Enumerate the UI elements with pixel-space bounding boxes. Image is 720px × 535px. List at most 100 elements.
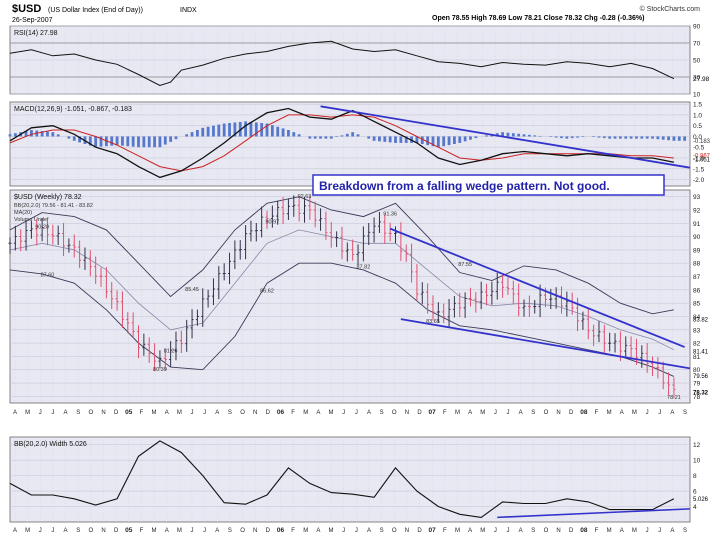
x-axis-tick-label: O	[89, 410, 94, 416]
macd-histogram-bar	[640, 136, 644, 139]
price-value-label: 81.41	[693, 349, 709, 355]
price-y-tick-label: 90	[693, 234, 701, 241]
x-axis-tick-label: M	[480, 528, 485, 534]
price-point-label: 86.62	[260, 289, 274, 295]
macd-histogram-bar	[506, 132, 510, 137]
macd-histogram-bar	[249, 121, 253, 137]
price-point-label: 80.39	[153, 367, 167, 373]
macd-histogram-bar	[222, 123, 226, 137]
macd-histogram-bar	[308, 136, 312, 139]
macd-histogram-bar	[40, 131, 44, 137]
bbwidth-trendline	[497, 508, 691, 519]
macd-histogram-bar	[629, 136, 633, 139]
macd-histogram-bar	[313, 136, 317, 139]
x-axis-tick-label: O	[240, 528, 245, 534]
macd-histogram-bar	[126, 136, 130, 147]
x-axis-tick-label: D	[417, 410, 422, 416]
macd-histogram-bar	[46, 131, 49, 137]
macd-histogram-bar	[142, 136, 146, 148]
x-axis-tick-label: J	[494, 528, 497, 534]
x-axis-tick-label: M	[329, 528, 334, 534]
x-axis-tick-label: A	[316, 528, 320, 534]
x-axis-tick-label: M	[632, 528, 637, 534]
macd-value-label: -0.867	[693, 154, 711, 160]
symbol-title: $USD	[12, 3, 41, 15]
macd-histogram-bar	[420, 136, 424, 144]
macd-histogram-bar	[233, 122, 237, 137]
price-value-label: 79.56	[693, 374, 709, 380]
x-axis-tick-label: N	[101, 410, 105, 416]
x-axis-tick-label: M	[329, 410, 334, 416]
x-axis-tick-label: 05	[125, 527, 133, 534]
x-axis-tick-label: M	[632, 410, 637, 416]
price-legend-entry: BB(20,2.0) 79.56 - 81.41 - 83.82	[14, 203, 93, 209]
x-axis-tick-label: D	[569, 528, 574, 534]
x-axis-tick-label: N	[101, 528, 105, 534]
macd-value-label: -0.183	[693, 139, 711, 145]
price-point-label: 83.65	[426, 319, 440, 325]
price-value-label: 78.32	[693, 391, 709, 397]
price-point-label: 92.63	[298, 194, 312, 200]
macd-histogram-bar	[672, 136, 676, 141]
macd-histogram-bar	[292, 132, 296, 137]
x-axis-tick-label: S	[228, 528, 232, 534]
macd-histogram-bar	[624, 136, 628, 139]
x-axis-tick-label: D	[266, 528, 271, 534]
symbol-subtitle: (US Dollar Index (End of Day))	[48, 7, 143, 14]
macd-histogram-bar	[8, 134, 12, 137]
macd-histogram-bar	[335, 136, 339, 137]
x-axis-tick-label: A	[519, 410, 523, 416]
price-y-tick-label: 81	[693, 354, 701, 361]
rsi-y-tick-label: 10	[693, 92, 701, 99]
macd-histogram-bar	[56, 134, 60, 137]
macd-histogram-bar	[576, 136, 579, 138]
price-y-tick-label: 83	[693, 327, 701, 334]
x-axis-tick-label: J	[39, 410, 42, 416]
chart-date: 26-Sep-2007	[12, 17, 53, 24]
x-axis-tick-label: M	[455, 528, 460, 534]
macd-histogram-bar	[522, 134, 526, 137]
x-axis-tick-label: S	[380, 410, 384, 416]
macd-histogram-bar	[345, 133, 349, 137]
x-axis-tick-label: O	[392, 528, 397, 534]
x-axis-tick-label: J	[51, 410, 54, 416]
macd-histogram-bar	[394, 136, 397, 143]
x-axis-tick-label: F	[291, 410, 295, 416]
x-axis-tick-label: M	[25, 528, 30, 534]
macd-histogram-bar	[30, 130, 33, 137]
x-axis-tick-label: A	[367, 410, 371, 416]
macd-histogram-bar	[474, 136, 478, 139]
macd-histogram-bar	[137, 136, 140, 148]
bbwidth-y-tick-label: 8	[693, 473, 697, 480]
macd-histogram-bar	[554, 136, 558, 138]
macd-histogram-bar	[527, 134, 531, 137]
price-y-tick-label: 78	[693, 394, 701, 401]
macd-histogram-bar	[67, 136, 71, 139]
macd-histogram-bar	[469, 136, 472, 140]
chart-header: $USD (US Dollar Index (End of Day)) INDX…	[12, 3, 700, 24]
macd-histogram-bar	[206, 126, 210, 137]
macd-histogram-bar	[88, 136, 92, 146]
x-axis-tick-label: N	[253, 410, 257, 416]
stockcharts-logo: © StockCharts.com	[640, 5, 701, 13]
bbwidth-y-tick-label: 10	[693, 458, 701, 465]
x-axis-tick-label: D	[266, 410, 271, 416]
x-axis-tick-label: A	[620, 410, 624, 416]
macd-histogram-bar	[645, 136, 649, 139]
macd-signal-line	[9, 114, 674, 172]
x-axis-tick-label: A	[64, 528, 68, 534]
macd-histogram-bar	[618, 136, 622, 139]
x-axis-tick-label: M	[152, 410, 157, 416]
x-axis-tick-label: A	[367, 528, 371, 534]
x-axis-tick-label: M	[177, 528, 182, 534]
x-axis-tick-label: 07	[429, 409, 437, 416]
x-axis-tick-label: 06	[277, 527, 285, 534]
macd-histogram-bar	[383, 136, 387, 142]
x-axis-tick-label: J	[507, 410, 510, 416]
macd-histogram-bar	[287, 130, 290, 137]
macd-histogram-bar	[329, 136, 333, 139]
macd-histogram-bar	[13, 133, 17, 137]
macd-line	[9, 107, 675, 179]
bbwidth-y-tick-label: 4	[693, 504, 697, 511]
